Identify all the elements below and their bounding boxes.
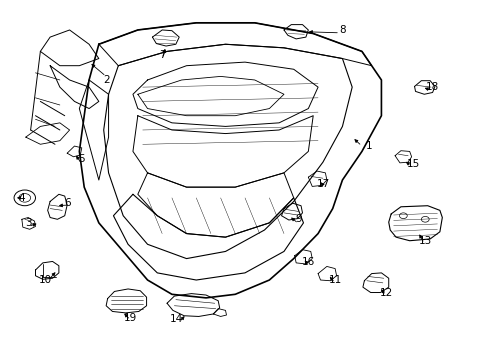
- Text: 1: 1: [366, 141, 372, 151]
- Text: 17: 17: [317, 179, 330, 189]
- Text: 2: 2: [103, 75, 109, 85]
- Text: 15: 15: [407, 159, 420, 169]
- Text: 7: 7: [159, 50, 166, 60]
- Text: 19: 19: [124, 312, 137, 323]
- Text: 11: 11: [328, 275, 342, 285]
- Text: 13: 13: [418, 236, 432, 246]
- Text: 18: 18: [426, 82, 439, 92]
- Text: 6: 6: [64, 198, 71, 208]
- Text: 9: 9: [295, 214, 302, 224]
- Text: 8: 8: [339, 25, 346, 35]
- Text: 3: 3: [25, 218, 31, 228]
- Text: 16: 16: [302, 257, 315, 267]
- Text: 14: 14: [170, 314, 183, 324]
- Text: 12: 12: [380, 288, 393, 297]
- Text: 10: 10: [39, 275, 52, 285]
- Text: 4: 4: [19, 193, 25, 203]
- Text: 5: 5: [78, 154, 85, 163]
